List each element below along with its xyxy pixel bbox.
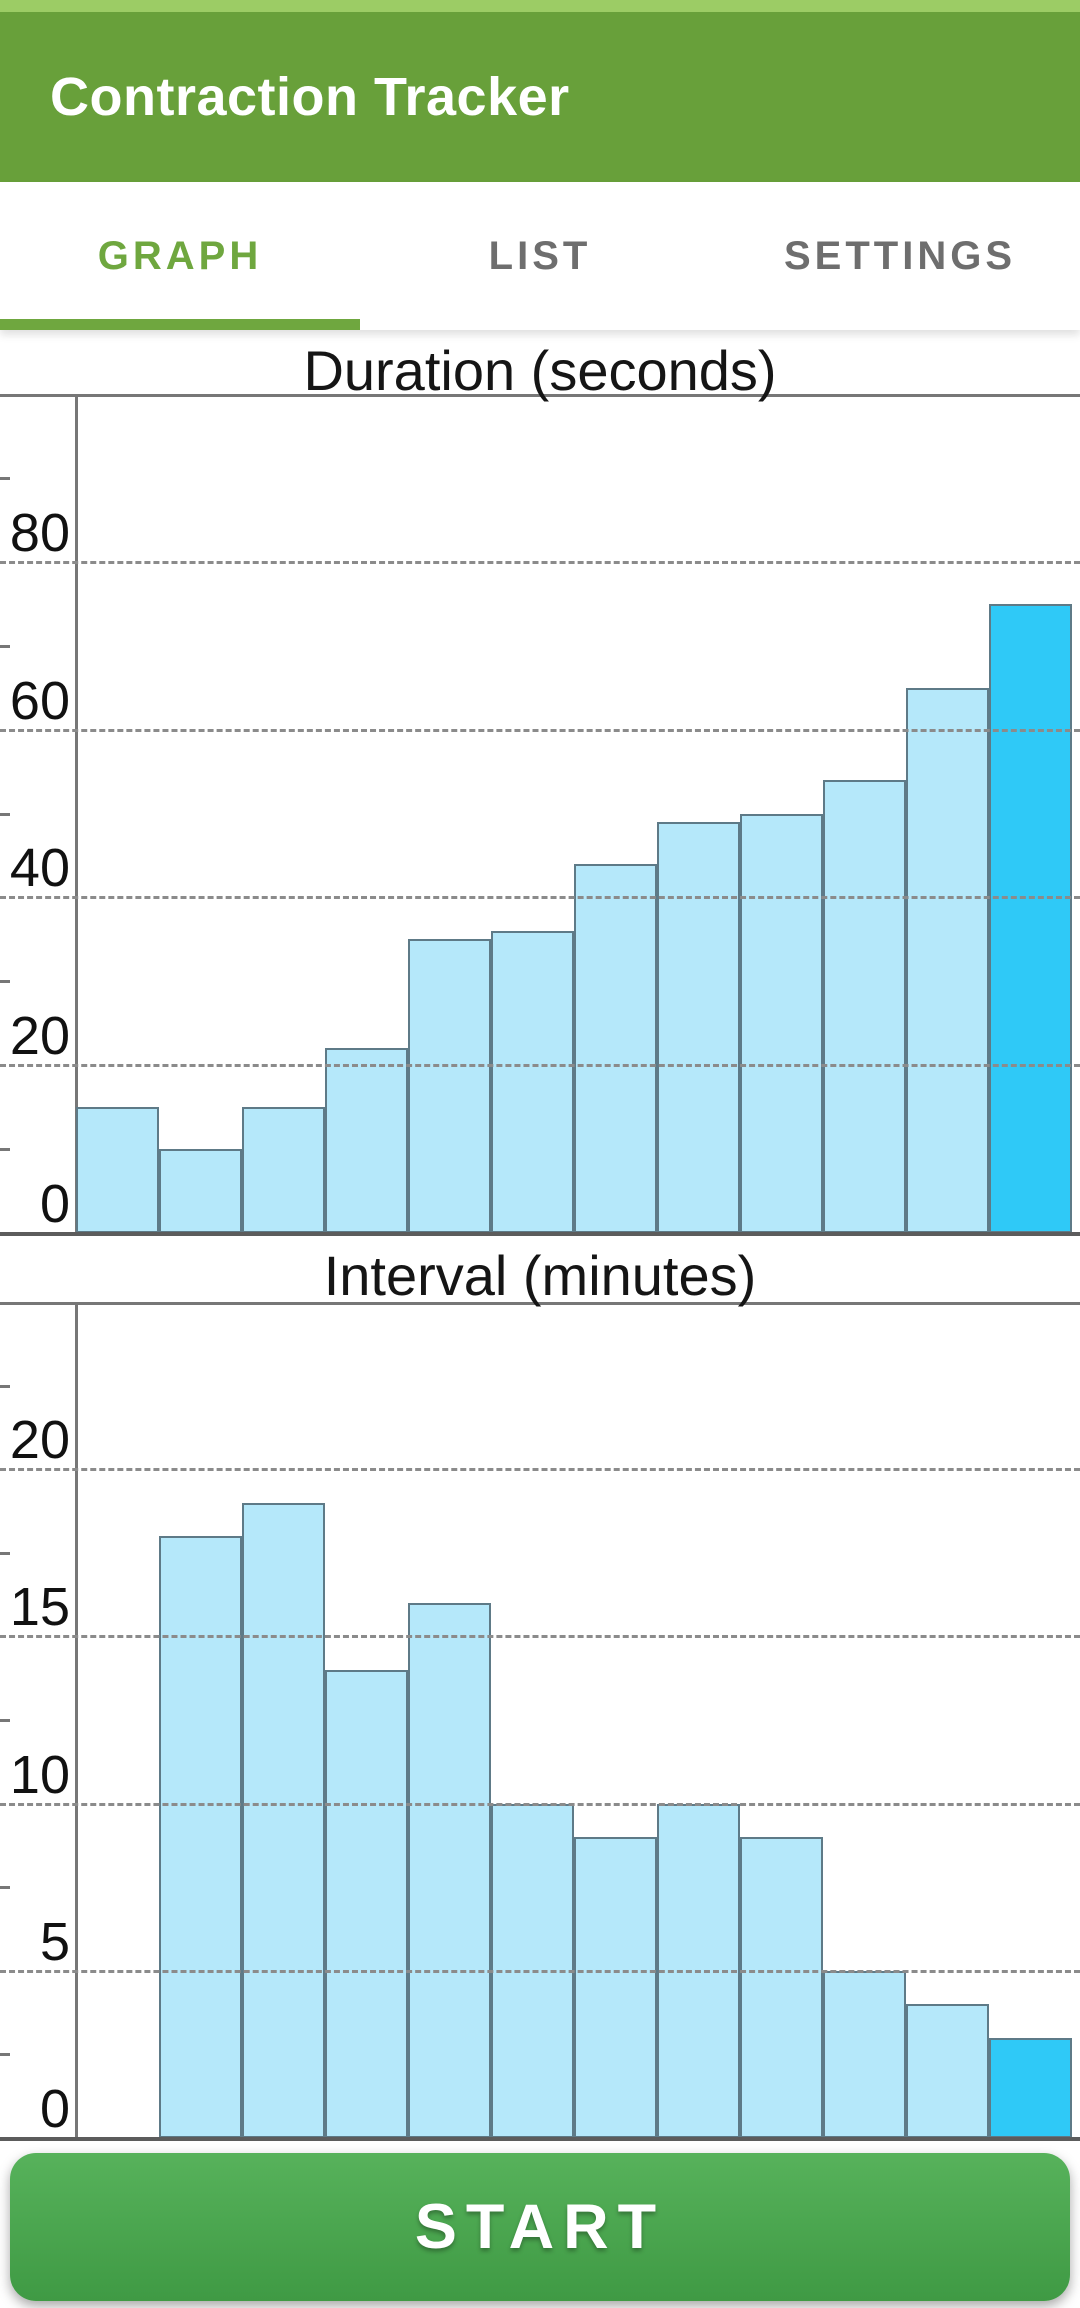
bar[interactable] xyxy=(989,2037,1072,2138)
minor-tick xyxy=(0,644,10,648)
bar[interactable] xyxy=(242,1107,325,1233)
status-bar xyxy=(0,0,1080,12)
bar[interactable] xyxy=(76,1107,159,1233)
minor-tick xyxy=(0,980,10,984)
minor-tick xyxy=(0,812,10,816)
gridline xyxy=(0,560,1080,564)
bar[interactable] xyxy=(159,1149,242,1233)
tab-list[interactable]: LIST xyxy=(488,233,592,278)
tab-bar: GRAPH LIST SETTINGS xyxy=(0,182,1080,330)
bar[interactable] xyxy=(740,1837,823,2138)
bar[interactable] xyxy=(325,1669,408,2138)
y-axis-line xyxy=(75,1302,78,2138)
bar[interactable] xyxy=(574,1837,657,2138)
tab-indicator xyxy=(0,319,360,330)
bar[interactable] xyxy=(491,930,574,1233)
chart-top-frame-line xyxy=(0,1302,1080,1305)
minor-tick xyxy=(0,2053,10,2057)
y-axis-label: 5 xyxy=(39,1911,70,1972)
bar[interactable] xyxy=(408,1602,491,2138)
minor-tick xyxy=(0,1384,10,1388)
bar[interactable] xyxy=(906,2004,989,2138)
y-axis-label: 20 xyxy=(9,1006,70,1067)
tab-graph[interactable]: GRAPH xyxy=(97,233,263,278)
interval-chart-title: Interval (minutes) xyxy=(323,1244,757,1307)
start-button[interactable]: START xyxy=(10,2153,1070,2301)
bar[interactable] xyxy=(823,779,906,1233)
y-axis-label: 10 xyxy=(9,1744,70,1805)
bar[interactable] xyxy=(823,1970,906,2138)
chart-top-frame-line xyxy=(0,394,1080,397)
y-axis-label: 60 xyxy=(9,670,70,731)
minor-tick xyxy=(0,1719,10,1722)
y-axis-label: 80 xyxy=(9,502,70,563)
y-axis-label: 40 xyxy=(9,838,70,899)
y-axis-label: 20 xyxy=(9,1410,70,1471)
y-axis-label: 0 xyxy=(39,2079,70,2139)
y-axis-label: 15 xyxy=(9,1577,70,1638)
duration-chart-title: Duration (seconds) xyxy=(303,339,777,402)
bar[interactable] xyxy=(574,863,657,1233)
bar[interactable] xyxy=(906,687,989,1233)
bar[interactable] xyxy=(491,1803,574,2138)
bar[interactable] xyxy=(325,1048,408,1233)
bar[interactable] xyxy=(657,821,740,1233)
tab-settings[interactable]: SETTINGS xyxy=(783,233,1017,278)
app-bar: Contraction Tracker xyxy=(0,12,1080,182)
gridline xyxy=(0,1468,1080,1472)
bar[interactable] xyxy=(740,813,823,1233)
minor-tick xyxy=(0,476,10,480)
bar[interactable] xyxy=(408,939,491,1233)
y-axis-label: 0 xyxy=(39,1174,70,1234)
minor-tick xyxy=(0,1886,10,1890)
app-title: Contraction Tracker xyxy=(50,67,570,127)
minor-tick xyxy=(0,1148,10,1152)
bar[interactable] xyxy=(159,1536,242,2138)
minor-tick xyxy=(0,1551,10,1555)
bar[interactable] xyxy=(242,1502,325,2138)
bar[interactable] xyxy=(989,603,1072,1233)
bar[interactable] xyxy=(657,1803,740,2138)
